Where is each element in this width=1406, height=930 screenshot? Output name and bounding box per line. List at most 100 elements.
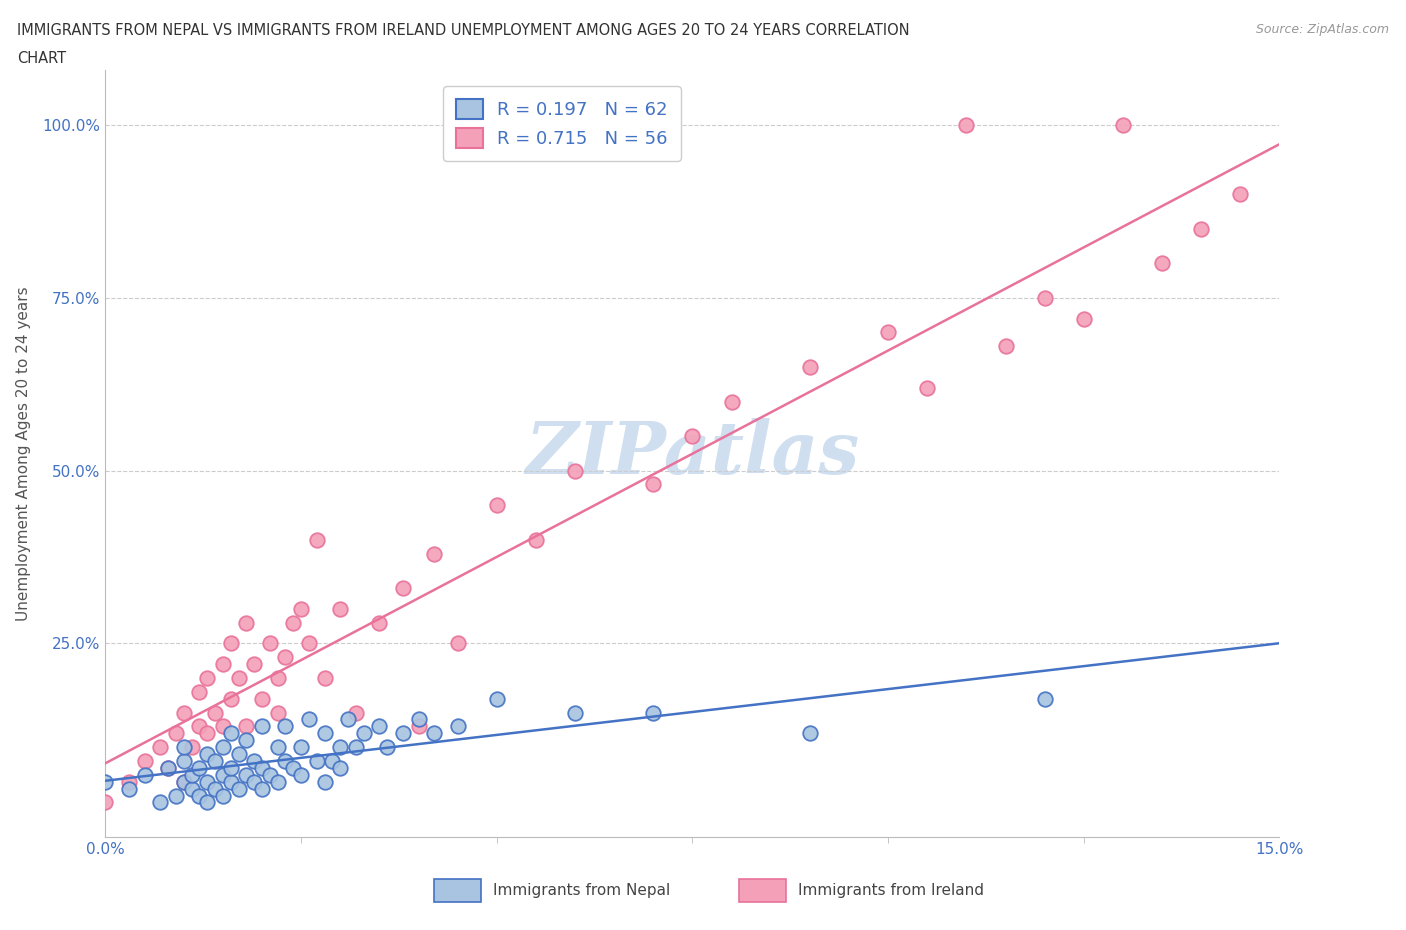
Point (250, 781, 273, 796)
Point (337, 712, 360, 727)
Point (204, 753, 226, 768)
Point (329, 602, 352, 617)
Point (228, 781, 250, 796)
Point (243, 657, 266, 671)
Point (243, 753, 266, 768)
Point (305, 753, 328, 768)
Point (180, 781, 202, 796)
Point (392, 726, 415, 741)
Point (274, 719, 297, 734)
Point (266, 671, 288, 685)
Point (173, 705, 195, 720)
Text: ZIPatlas: ZIPatlas (526, 418, 859, 489)
Point (1073, 312, 1095, 326)
Point (94, 795, 117, 810)
Point (211, 719, 233, 734)
Point (283, 761, 305, 776)
Point (173, 775, 195, 790)
Point (149, 795, 172, 810)
Text: IMMIGRANTS FROM NEPAL VS IMMIGRANTS FROM IRELAND UNEMPLOYMENT AMONG AGES 20 TO 2: IMMIGRANTS FROM NEPAL VS IMMIGRANTS FROM… (17, 23, 910, 38)
Point (423, 546, 446, 561)
Point (524, 532, 547, 547)
Point (266, 775, 288, 790)
Text: Source: ZipAtlas.com: Source: ZipAtlas.com (1256, 23, 1389, 36)
Point (173, 775, 195, 790)
Point (1229, 187, 1251, 202)
Point (314, 726, 336, 741)
Point (485, 498, 508, 512)
Point (955, 117, 977, 132)
Point (643, 477, 665, 492)
Point (250, 719, 273, 734)
Point (94, 775, 117, 790)
Point (195, 726, 218, 741)
Point (165, 726, 187, 741)
Point (344, 705, 367, 720)
Point (157, 761, 180, 776)
Point (259, 767, 281, 782)
Point (219, 636, 242, 651)
Point (259, 636, 281, 651)
Point (446, 719, 468, 734)
Point (353, 726, 375, 741)
Point (149, 739, 172, 754)
Point (423, 726, 446, 741)
FancyBboxPatch shape (434, 879, 481, 902)
Point (211, 657, 233, 671)
Point (1112, 117, 1135, 132)
Point (368, 719, 391, 734)
Point (266, 705, 288, 720)
Point (211, 788, 233, 803)
Point (1033, 691, 1056, 706)
Point (235, 767, 257, 782)
Point (188, 761, 211, 776)
Point (290, 767, 312, 782)
Point (173, 739, 195, 754)
Point (134, 767, 156, 782)
Point (173, 753, 195, 768)
Y-axis label: Unemployment Among Ages 20 to 24 years: Unemployment Among Ages 20 to 24 years (17, 286, 31, 620)
Point (204, 781, 226, 796)
Point (188, 788, 211, 803)
Point (314, 775, 336, 790)
Point (235, 719, 257, 734)
Point (118, 781, 141, 796)
Point (219, 691, 242, 706)
Point (392, 580, 415, 595)
Point (188, 684, 211, 699)
Point (1033, 290, 1056, 305)
Point (915, 380, 938, 395)
Point (329, 761, 352, 776)
Point (195, 775, 218, 790)
Point (329, 739, 352, 754)
Point (314, 671, 336, 685)
Point (290, 602, 312, 617)
Point (643, 705, 665, 720)
Point (195, 747, 218, 762)
Point (408, 719, 430, 734)
Point (211, 767, 233, 782)
Point (1189, 221, 1212, 236)
Point (290, 739, 312, 754)
Point (274, 650, 297, 665)
Point (219, 761, 242, 776)
Point (157, 761, 180, 776)
Text: CHART: CHART (17, 51, 66, 66)
Point (180, 739, 202, 754)
Point (877, 325, 900, 339)
Point (219, 775, 242, 790)
FancyBboxPatch shape (740, 879, 786, 902)
Point (228, 747, 250, 762)
Point (408, 712, 430, 727)
Point (368, 616, 391, 631)
Point (564, 705, 586, 720)
Point (235, 733, 257, 748)
Point (994, 339, 1017, 353)
Point (564, 463, 586, 478)
Point (321, 753, 343, 768)
Point (195, 671, 218, 685)
Point (165, 788, 187, 803)
Text: Immigrants from Ireland: Immigrants from Ireland (799, 884, 984, 898)
Point (250, 691, 273, 706)
Point (204, 705, 226, 720)
